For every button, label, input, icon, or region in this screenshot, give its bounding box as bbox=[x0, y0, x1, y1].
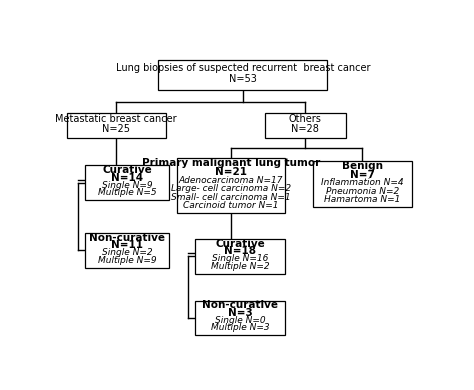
Text: Multiple N=2: Multiple N=2 bbox=[211, 262, 270, 271]
Text: N=18: N=18 bbox=[224, 246, 256, 256]
Text: Hamartoma N=1: Hamartoma N=1 bbox=[324, 195, 401, 204]
FancyBboxPatch shape bbox=[85, 165, 170, 200]
FancyBboxPatch shape bbox=[158, 60, 328, 90]
Text: Lung biopsies of suspected recurrent  breast cancer: Lung biopsies of suspected recurrent bre… bbox=[116, 63, 370, 73]
Text: N=11: N=11 bbox=[111, 240, 143, 250]
Text: Benign: Benign bbox=[342, 161, 383, 171]
Text: N=7: N=7 bbox=[350, 170, 375, 180]
Text: Single N=9: Single N=9 bbox=[102, 181, 153, 190]
Text: Others: Others bbox=[289, 114, 322, 124]
Text: Multiple N=3: Multiple N=3 bbox=[211, 323, 270, 332]
Text: Curative: Curative bbox=[215, 239, 265, 249]
Text: Primary malignant lung tumor: Primary malignant lung tumor bbox=[142, 158, 320, 168]
FancyBboxPatch shape bbox=[66, 113, 166, 138]
Text: Small- cell carcinoma N=1: Small- cell carcinoma N=1 bbox=[171, 193, 291, 202]
Text: N=25: N=25 bbox=[102, 124, 130, 134]
Text: N=28: N=28 bbox=[292, 124, 319, 134]
Text: Single N=2: Single N=2 bbox=[102, 248, 153, 257]
Text: Curative: Curative bbox=[102, 165, 152, 175]
FancyBboxPatch shape bbox=[195, 239, 285, 273]
Text: N=53: N=53 bbox=[229, 74, 257, 84]
Text: N=14: N=14 bbox=[111, 173, 143, 183]
Text: Non-curative: Non-curative bbox=[202, 300, 278, 310]
Text: Multiple N=5: Multiple N=5 bbox=[98, 188, 156, 197]
Text: Inflammation N=4: Inflammation N=4 bbox=[321, 179, 404, 188]
Text: N=21: N=21 bbox=[215, 167, 247, 177]
FancyBboxPatch shape bbox=[313, 161, 412, 207]
Text: Pneumonia N=2: Pneumonia N=2 bbox=[326, 187, 399, 196]
Text: Metastatic breast cancer: Metastatic breast cancer bbox=[55, 114, 177, 124]
FancyBboxPatch shape bbox=[85, 233, 170, 268]
Text: N=3: N=3 bbox=[228, 308, 253, 318]
FancyBboxPatch shape bbox=[177, 158, 285, 213]
FancyBboxPatch shape bbox=[265, 113, 346, 138]
Text: Carcinoid tumor N=1: Carcinoid tumor N=1 bbox=[183, 201, 279, 210]
FancyBboxPatch shape bbox=[195, 301, 285, 335]
Text: Adenocarcinoma N=17: Adenocarcinoma N=17 bbox=[179, 176, 283, 185]
Text: Single N=16: Single N=16 bbox=[212, 254, 268, 263]
Text: Large- cell carcinoma N=2: Large- cell carcinoma N=2 bbox=[171, 184, 291, 193]
Text: Single N=0: Single N=0 bbox=[215, 316, 265, 325]
Text: Multiple N=9: Multiple N=9 bbox=[98, 256, 156, 265]
Text: Non-curative: Non-curative bbox=[89, 233, 165, 243]
